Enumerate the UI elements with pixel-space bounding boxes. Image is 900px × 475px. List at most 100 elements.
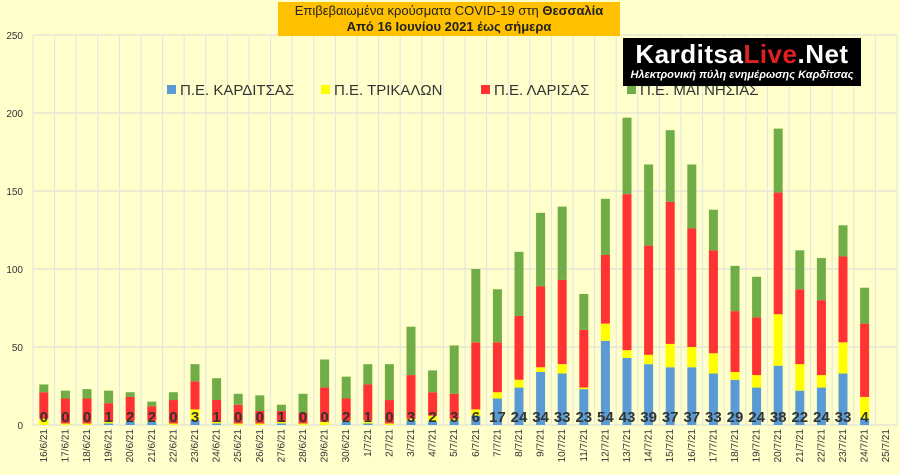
bar-segment-series-3 bbox=[557, 206, 567, 280]
logo-tagline: Ηλεκτρονική πύλη ενημέρωσης Καρδίτσας bbox=[630, 69, 854, 81]
bar-segment-series-2 bbox=[428, 392, 438, 416]
bar-segment-series-2 bbox=[125, 396, 135, 421]
bar-segment-series-0 bbox=[795, 390, 805, 425]
bar-segment-series-2 bbox=[536, 286, 546, 368]
data-label: 29 bbox=[727, 409, 744, 426]
data-label: 33 bbox=[835, 409, 852, 426]
bar-segment-series-1 bbox=[384, 423, 394, 425]
x-tick-label: 18/6/21 bbox=[82, 429, 93, 463]
bar-segment-series-2 bbox=[492, 342, 502, 393]
bar-segment-series-1 bbox=[622, 350, 632, 358]
bar-segment-series-2 bbox=[104, 403, 114, 422]
x-tick-label: 28/6/21 bbox=[298, 429, 309, 463]
bar-segment-series-1 bbox=[860, 396, 870, 419]
x-tick-label: 5/7/21 bbox=[449, 429, 460, 457]
data-label: 0 bbox=[234, 409, 242, 426]
bar-segment-series-3 bbox=[644, 164, 654, 246]
data-label: 6 bbox=[472, 409, 480, 426]
bar-segment-series-2 bbox=[795, 289, 805, 365]
logo-brand: KarditsaLive.Net bbox=[623, 40, 861, 68]
bar-segment-series-1 bbox=[60, 423, 70, 425]
x-tick-label: 17/7/21 bbox=[708, 429, 719, 463]
legend-swatch bbox=[167, 85, 176, 94]
bar-segment-series-1 bbox=[816, 375, 826, 388]
bar-segment-series-0 bbox=[773, 365, 783, 425]
x-tick-label: 14/7/21 bbox=[644, 429, 655, 463]
bar-segment-series-1 bbox=[665, 343, 675, 368]
data-label: 4 bbox=[860, 409, 869, 426]
x-tick-label: 27/6/21 bbox=[276, 429, 287, 463]
x-tick-label: 17/6/21 bbox=[60, 429, 71, 463]
bar-segment-series-1 bbox=[644, 354, 654, 365]
data-label: 0 bbox=[83, 409, 91, 426]
data-label: 24 bbox=[511, 409, 528, 426]
bar-segment-series-0 bbox=[212, 423, 222, 425]
data-labels: 0 0 0 1 2 2 0 3 1 0 0 1 0 0 2 1 0 3 2 3 6 17 24 34 33 23 54 43 39 37 3… bbox=[40, 409, 870, 426]
bar-segment-series-0 bbox=[449, 420, 459, 425]
bar-segment-series-1 bbox=[363, 420, 373, 424]
bar-segment-series-1 bbox=[600, 323, 610, 341]
bar-segment-series-0 bbox=[363, 423, 373, 425]
bar-segment-series-1 bbox=[428, 415, 438, 422]
legend-label: Π.Ε. ΤΡΙΚΑΛΩΝ bbox=[334, 82, 442, 99]
chart-subtitle: Από 16 Ιουνίου 2021 έως σήμερα bbox=[346, 19, 552, 34]
bar-segment-series-2 bbox=[384, 400, 394, 424]
bar-segment-series-2 bbox=[730, 311, 740, 372]
bar-segment-series-0 bbox=[665, 367, 675, 425]
bar-segment-series-3 bbox=[622, 117, 632, 195]
x-tick-label: 7/7/21 bbox=[492, 429, 503, 457]
bar-segment-series-0 bbox=[708, 373, 718, 425]
bar-segment-series-3 bbox=[514, 251, 524, 316]
bar-segment-series-0 bbox=[276, 423, 286, 425]
x-tick-label: 29/6/21 bbox=[320, 429, 331, 463]
bar-segment-series-1 bbox=[492, 392, 502, 399]
bar-segment-series-0 bbox=[644, 364, 654, 425]
bar-segment-series-3 bbox=[82, 389, 92, 399]
bar-segment-series-1 bbox=[406, 418, 416, 421]
bar-segment-series-1 bbox=[341, 420, 351, 422]
bar-segment-series-0 bbox=[492, 398, 502, 425]
x-tick-label: 20/6/21 bbox=[125, 429, 136, 463]
bar-segment-series-2 bbox=[190, 381, 200, 410]
bar-segment-series-2 bbox=[579, 329, 589, 388]
bar-segment-series-3 bbox=[363, 364, 373, 385]
x-tick-label: 22/7/21 bbox=[816, 429, 827, 463]
bar-segment-series-1 bbox=[190, 409, 200, 421]
legend: Π.Ε. ΚΑΡΔΙΤΣΑΣ Π.Ε. ΤΡΙΚΑΛΩΝ Π.Ε. ΛΑΡΙΣΑΣ Π… bbox=[167, 82, 758, 99]
data-label: 0 bbox=[385, 409, 393, 426]
bar-segment-series-3 bbox=[428, 370, 438, 393]
bar-segment-series-1 bbox=[795, 364, 805, 391]
bar-segment-series-2 bbox=[708, 250, 718, 354]
logo-brand-part2: Live bbox=[743, 39, 798, 69]
bar-segment-series-3 bbox=[320, 359, 330, 388]
bar-segment-series-3 bbox=[795, 250, 805, 290]
bar-segment-series-2 bbox=[39, 392, 49, 419]
bar-segment-series-1 bbox=[752, 375, 762, 388]
bar-segment-series-3 bbox=[536, 212, 546, 287]
bar-segment-series-1 bbox=[255, 423, 265, 425]
data-label: 2 bbox=[342, 409, 350, 426]
bar-segment-series-0 bbox=[838, 373, 848, 425]
bar-segment-series-1 bbox=[773, 314, 783, 366]
x-tick-label: 3/7/21 bbox=[406, 429, 417, 457]
bar-segment-series-0 bbox=[471, 415, 481, 425]
bar-segment-series-3 bbox=[838, 225, 848, 257]
bar-segment-series-0 bbox=[428, 421, 438, 425]
bar-segment-series-2 bbox=[665, 201, 675, 344]
bar-segment-series-2 bbox=[773, 192, 783, 315]
bar-segment-series-2 bbox=[276, 410, 286, 422]
bar-segment-series-2 bbox=[82, 398, 92, 424]
legend-swatch bbox=[321, 85, 330, 94]
x-tick-label: 24/6/21 bbox=[212, 429, 223, 463]
data-label: 0 bbox=[299, 409, 307, 426]
chart-title-prefix: Επιβεβαιωμένα κρούσματα COVID-19 στη bbox=[294, 3, 543, 18]
bar-segment-series-0 bbox=[730, 379, 740, 425]
bar-segment-series-3 bbox=[39, 384, 49, 393]
bar-segment-series-0 bbox=[514, 387, 524, 425]
bar-segment-series-0 bbox=[190, 420, 200, 425]
bar-segment-series-0 bbox=[752, 387, 762, 425]
bar-segment-series-0 bbox=[622, 357, 632, 425]
data-label: 17 bbox=[489, 409, 506, 426]
data-label: 1 bbox=[277, 409, 285, 426]
